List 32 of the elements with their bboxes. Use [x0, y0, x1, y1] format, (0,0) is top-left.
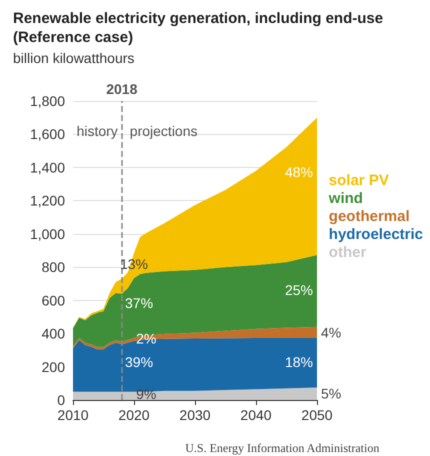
text: geothermal [328, 208, 410, 225]
x-tick-label: 2010 [57, 407, 89, 423]
x-tick-label: 2040 [240, 407, 272, 423]
y-tick-label: 200 [42, 358, 66, 375]
annotation: projections [130, 123, 198, 139]
y-tick-label: 0 [57, 392, 66, 408]
series-label: solar PV [328, 172, 389, 189]
annotation: 5% [321, 386, 342, 402]
y-tick-label: 1,000 [30, 226, 66, 242]
y-tick-label: 1,200 [30, 192, 66, 209]
annotation: 39% [125, 354, 154, 370]
x-tick-label: 2030 [179, 407, 211, 423]
chart-subtitle: billion kilowatthours [13, 50, 134, 66]
annotation: 25% [284, 282, 313, 298]
y-tick-label: 400 [42, 326, 66, 342]
y-tick-label: 1,600 [30, 126, 66, 142]
y-tick-label: 600 [42, 292, 66, 308]
x-tick-label: 2050 [301, 407, 333, 423]
annotation: 48% [284, 164, 313, 180]
text: hydroelectric [328, 226, 424, 243]
y-tick-label: 800 [42, 259, 66, 276]
annotation: 18% [284, 354, 313, 370]
y-tick-label: 1,400 [30, 159, 66, 176]
text: wind [328, 190, 363, 207]
y-tick-label: 1,800 [30, 93, 66, 109]
annotation: 37% [125, 295, 154, 311]
annotation: 4% [321, 324, 342, 340]
text: U.S. Energy Information Administration [185, 441, 380, 455]
chart-title: Renewable electricity generation, including end-use (Reference case) [13, 10, 388, 46]
ref-line-label: 2018 [106, 81, 138, 97]
x-tick-label: 2020 [118, 407, 150, 423]
annotation: history [76, 123, 118, 139]
